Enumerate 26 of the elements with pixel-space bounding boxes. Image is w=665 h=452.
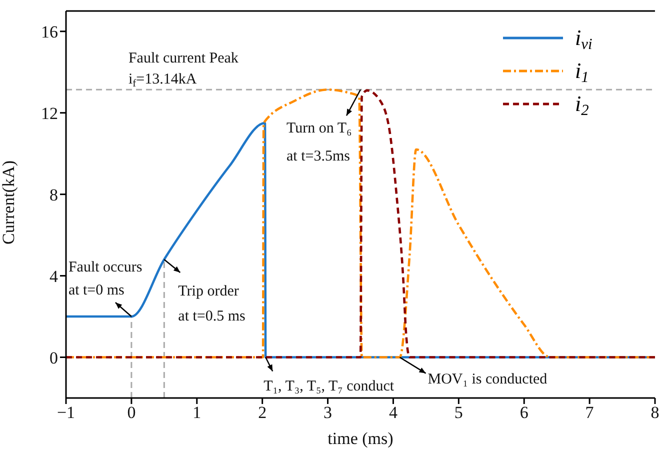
annotation: Turn on T₆ at t=3.5ms bbox=[286, 120, 352, 165]
y-tick-label: 0 bbox=[50, 348, 58, 368]
x-tick-label: 8 bbox=[650, 403, 660, 422]
x-tick-label: −1 bbox=[56, 403, 76, 422]
legend-label: i$_{vi}$ bbox=[575, 25, 592, 53]
x-tick-label: 5 bbox=[454, 403, 463, 422]
x-tick-label: 6 bbox=[520, 403, 528, 422]
y-tick-label: 12 bbox=[41, 104, 58, 123]
x-tick-label: 1 bbox=[192, 403, 202, 422]
y-tick-label: 4 bbox=[50, 266, 58, 286]
x-tick-label: 7 bbox=[585, 403, 594, 422]
x-tick-label: 2 bbox=[258, 403, 267, 422]
x-tick-label: 0 bbox=[127, 403, 136, 422]
annotation: Trip order at t=0.5 ms bbox=[178, 283, 246, 324]
annotation: T₁, T₃, T₅, T₇ conduct bbox=[264, 378, 395, 394]
x-tick-label: 3 bbox=[324, 403, 332, 422]
legend-label: i$_{2}$ bbox=[575, 91, 590, 119]
annotation: Fault occurs at t=0 ms bbox=[68, 260, 142, 299]
y-axis-title: Current(kA) bbox=[0, 160, 18, 244]
legend-label: i$_{1}$ bbox=[575, 58, 589, 86]
x-axis-title: time (ms) bbox=[328, 429, 394, 448]
y-tick-label: 16 bbox=[41, 22, 58, 42]
annotation: Fault current Peak i$_{f}$=13.14kA bbox=[128, 50, 239, 90]
annotation: MOV₁ is conducted bbox=[428, 371, 548, 388]
x-tick-label: 4 bbox=[388, 403, 398, 422]
y-tick-label: 8 bbox=[50, 185, 58, 204]
